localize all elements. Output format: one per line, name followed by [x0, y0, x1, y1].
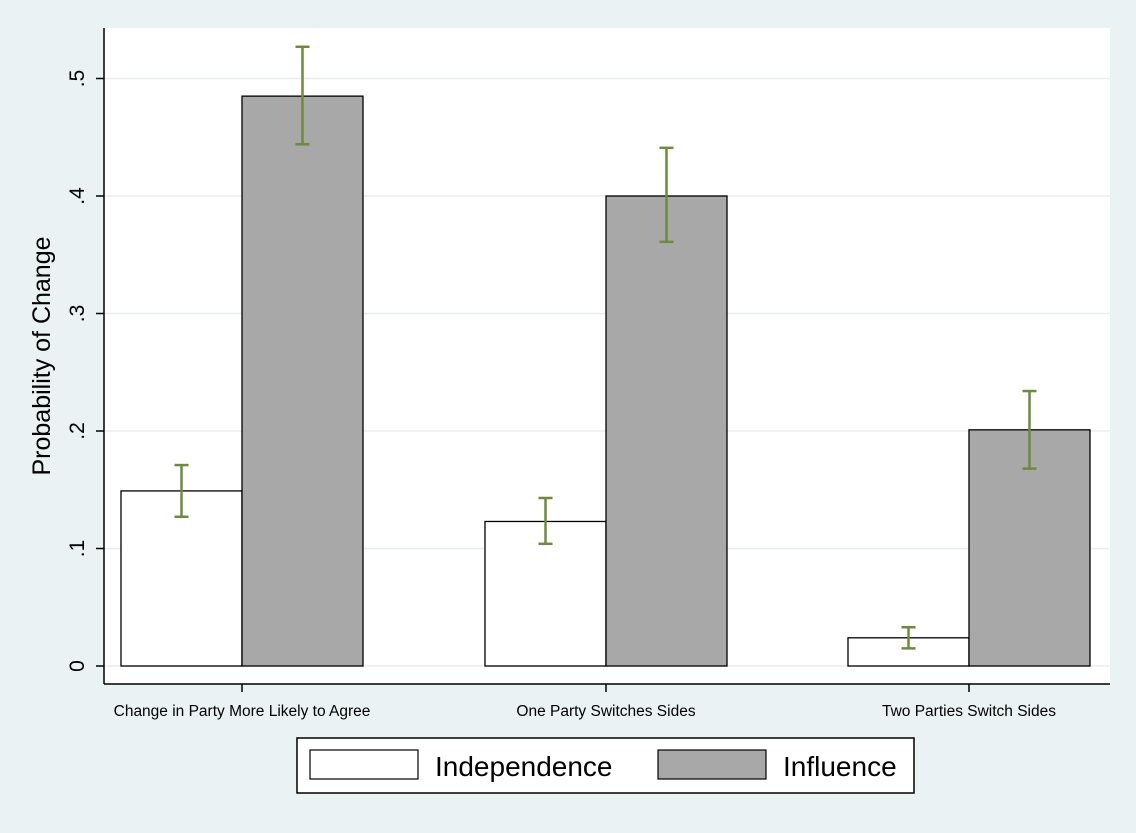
- x-tick-label: One Party Switches Sides: [516, 703, 695, 720]
- y-tick-label: .3: [66, 305, 89, 323]
- legend-label-influence: Influence: [783, 751, 897, 782]
- y-tick-label: .2: [66, 422, 89, 440]
- bars: [120, 95, 1091, 667]
- x-tick-label: Two Parties Switch Sides: [882, 703, 1056, 720]
- legend-swatch-influence: [657, 749, 767, 780]
- y-tick-label: .4: [66, 187, 89, 205]
- legend-swatch-independence: [309, 749, 419, 780]
- legend-label-independence: Independence: [435, 751, 613, 782]
- bar-independence: [484, 520, 607, 667]
- y-ticks: 0 .1 .2 .3 .4 .5: [66, 70, 104, 672]
- legend: Independence Influence: [296, 737, 915, 794]
- x-ticks: Change in Party More Likely to Agree One …: [114, 684, 1056, 720]
- error-bars: [174, 45, 1037, 650]
- bar-influence: [605, 195, 728, 667]
- x-tick-label: Change in Party More Likely to Agree: [114, 703, 371, 720]
- y-axis-title: Probability of Change: [28, 236, 56, 475]
- y-tick-label: 0: [66, 660, 89, 672]
- y-tick-label: .5: [66, 70, 89, 88]
- bar-influence: [241, 95, 364, 667]
- y-tick-label: .1: [66, 540, 89, 558]
